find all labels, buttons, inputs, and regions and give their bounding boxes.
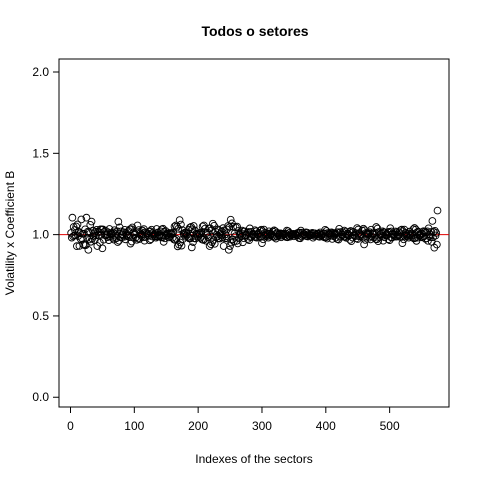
x-tick-label: 500 bbox=[380, 419, 400, 433]
chart-title: Todos o setores bbox=[201, 23, 308, 39]
data-point bbox=[145, 236, 154, 245]
data-point bbox=[223, 234, 232, 243]
x-axis-label: Indexes of the sectors bbox=[195, 452, 312, 466]
data-point bbox=[233, 222, 241, 231]
data-point bbox=[81, 241, 90, 250]
data-point bbox=[258, 239, 266, 247]
data-point bbox=[433, 206, 442, 215]
data-point bbox=[432, 229, 441, 237]
y-axis: 0.0 0.5 1.0 1.5 2.0 bbox=[32, 65, 60, 404]
data-point bbox=[205, 242, 214, 250]
data-point bbox=[256, 226, 264, 235]
data-point bbox=[171, 236, 180, 244]
data-point bbox=[189, 222, 198, 230]
data-point bbox=[133, 221, 142, 230]
data-point bbox=[268, 227, 277, 236]
x-tick-label: 200 bbox=[188, 419, 208, 433]
data-point bbox=[78, 234, 86, 243]
data-point bbox=[208, 219, 217, 228]
y-axis-label: Volatility x Coefficient B bbox=[3, 171, 17, 296]
data-point bbox=[115, 223, 124, 232]
data-point bbox=[174, 224, 183, 233]
y-tick-label: 2.0 bbox=[32, 65, 49, 79]
data-point bbox=[187, 243, 196, 252]
data-point bbox=[98, 244, 107, 253]
data-point bbox=[181, 232, 190, 241]
data-point bbox=[359, 224, 368, 233]
data-point bbox=[127, 237, 136, 246]
data-point bbox=[73, 220, 82, 229]
data-point bbox=[203, 228, 212, 237]
x-tick-label: 100 bbox=[124, 419, 144, 433]
x-tick-label: 300 bbox=[252, 419, 272, 433]
data-point bbox=[360, 240, 368, 249]
data-point bbox=[207, 240, 215, 249]
data-points bbox=[67, 206, 442, 254]
data-point bbox=[431, 226, 439, 235]
data-point bbox=[113, 238, 122, 246]
y-tick-label: 1.0 bbox=[32, 228, 49, 242]
data-point bbox=[235, 234, 243, 243]
data-point bbox=[226, 242, 234, 250]
data-point bbox=[233, 239, 242, 248]
data-point bbox=[175, 216, 184, 224]
y-tick-label: 1.5 bbox=[32, 146, 49, 160]
data-point bbox=[68, 213, 77, 222]
data-point bbox=[177, 220, 185, 229]
data-point bbox=[77, 215, 86, 224]
data-point bbox=[223, 225, 231, 234]
data-point bbox=[168, 233, 177, 242]
data-point bbox=[128, 223, 137, 232]
data-point bbox=[372, 223, 381, 231]
data-point bbox=[398, 239, 407, 247]
data-point bbox=[82, 213, 91, 222]
data-point bbox=[114, 217, 123, 226]
data-point bbox=[224, 245, 233, 254]
data-point bbox=[332, 233, 340, 242]
data-point bbox=[226, 215, 235, 224]
y-tick-label: 0.5 bbox=[32, 309, 49, 323]
x-tick-label: 0 bbox=[67, 419, 74, 433]
data-point bbox=[87, 217, 96, 226]
x-axis: 0 100 200 300 400 500 bbox=[67, 406, 400, 433]
data-point bbox=[355, 232, 363, 241]
y-tick-label: 0.0 bbox=[32, 390, 49, 404]
data-point bbox=[221, 234, 229, 243]
data-point bbox=[74, 228, 83, 236]
data-point bbox=[384, 235, 393, 244]
data-point bbox=[173, 242, 182, 251]
data-point bbox=[428, 217, 437, 225]
data-point bbox=[84, 245, 93, 254]
x-tick-label: 400 bbox=[316, 419, 336, 433]
data-point bbox=[374, 237, 383, 245]
data-point bbox=[157, 225, 166, 234]
data-point bbox=[433, 240, 441, 249]
